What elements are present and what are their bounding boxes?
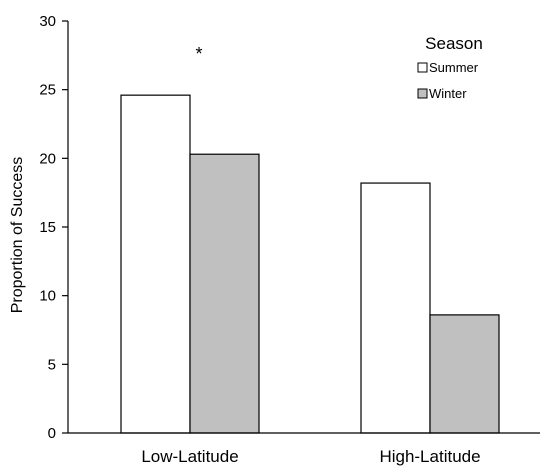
- bar-winter-high-latitude: [429, 314, 500, 434]
- x-axis-category-labels: Low-Latitude High-Latitude: [141, 447, 480, 466]
- bar-summer-low-latitude: [120, 94, 191, 434]
- annotations: *: [195, 44, 202, 64]
- y-tick-label: 5: [48, 356, 56, 373]
- x-category-label: Low-Latitude: [141, 447, 238, 466]
- legend-label-summer: Summer: [429, 60, 479, 75]
- significance-annotation: *: [195, 44, 202, 64]
- bar-summer-high-latitude: [360, 182, 431, 434]
- y-tick-label: 0: [48, 425, 56, 442]
- legend: Season Summer Winter: [417, 34, 483, 101]
- y-tick-label: 30: [39, 13, 56, 30]
- y-tick-label: 10: [39, 288, 56, 305]
- y-axis-title: Proportion of Success: [9, 157, 26, 314]
- legend-swatch-winter: [417, 88, 428, 99]
- legend-title: Season: [425, 34, 483, 53]
- x-category-label: High-Latitude: [379, 447, 480, 466]
- bars: [120, 94, 500, 434]
- y-tick-label: 15: [39, 219, 56, 236]
- y-tick-label: 20: [39, 150, 56, 167]
- y-axis-ticks: 0 5 10 15 20 25 30: [39, 13, 68, 442]
- legend-swatch-summer: [417, 62, 428, 73]
- y-tick-label: 25: [39, 82, 56, 99]
- legend-items: Summer Winter: [417, 60, 479, 101]
- bar-winter-low-latitude: [189, 153, 260, 434]
- legend-label-winter: Winter: [429, 86, 467, 101]
